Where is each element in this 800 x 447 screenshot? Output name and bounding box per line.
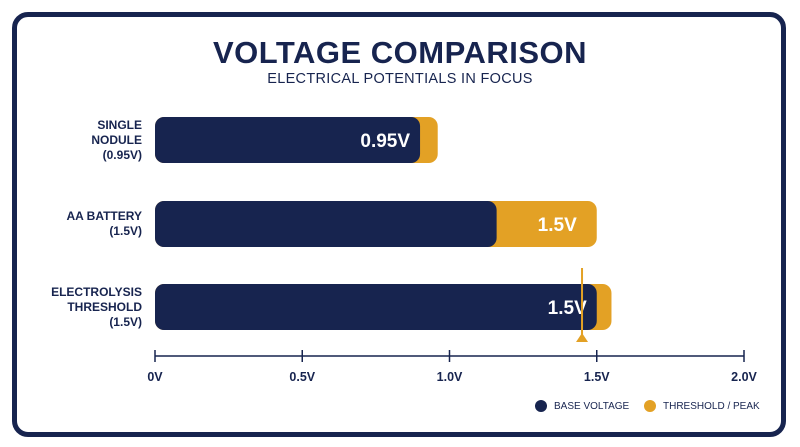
chart-subtitle: ELECTRICAL POTENTIALS IN FOCUS xyxy=(267,71,533,87)
category-label: ELECTROLYSIS THRESHOLD (1.5V) xyxy=(2,285,142,330)
legend-label-threshold: THRESHOLD / PEAK xyxy=(663,400,760,412)
category-label-line: ELECTROLYSIS xyxy=(51,284,142,299)
legend-item-base: BASE VOLTAGE xyxy=(535,400,629,412)
category-label-line: (0.95V) xyxy=(102,147,142,162)
x-tick-label: 2.0V xyxy=(731,370,757,384)
bar-value-label: 1.5V xyxy=(538,215,577,236)
legend-swatch-base xyxy=(535,400,547,412)
category-label-line: SINGLE xyxy=(97,117,142,132)
chart-title: VOLTAGE COMPARISON xyxy=(212,35,588,70)
bar-value-label: 0.95V xyxy=(360,131,410,152)
bar-base-segment xyxy=(155,201,497,247)
bar-base-segment xyxy=(155,284,597,330)
bar-base-segment xyxy=(155,117,421,163)
category-label: SINGLE NODULE (0.95V) xyxy=(2,118,142,163)
legend-item-threshold: THRESHOLD / PEAK xyxy=(644,400,760,412)
category-label-line: AA BATTERY xyxy=(66,209,142,223)
category-label-line: (1.5V) xyxy=(109,314,142,329)
category-label-line: NODULE xyxy=(91,132,142,147)
x-tick-label: 1.0V xyxy=(437,370,463,384)
bar-value-label: 1.5V xyxy=(548,298,587,319)
legend-label-base: BASE VOLTAGE xyxy=(554,400,630,412)
category-label-line: (1.5V) xyxy=(109,224,142,238)
x-tick-label: 0.5V xyxy=(289,370,315,384)
category-label-line: THRESHOLD xyxy=(67,299,142,314)
threshold-marker-triangle xyxy=(576,333,589,342)
legend-swatch-threshold xyxy=(644,400,656,412)
x-tick-label: 1.5V xyxy=(584,370,610,384)
x-tick-label: 0V xyxy=(147,370,163,384)
category-label: AA BATTERY (1.5V) xyxy=(2,209,142,239)
